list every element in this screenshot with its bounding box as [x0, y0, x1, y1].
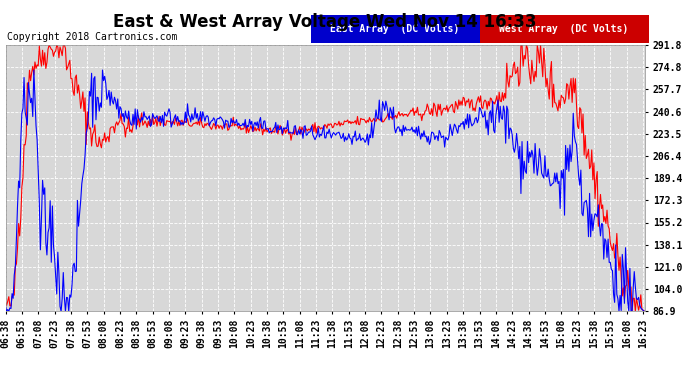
Text: West Array  (DC Volts): West Array (DC Volts): [500, 24, 629, 34]
Bar: [310, 15, 480, 43]
Text: East Array  (DC Volts): East Array (DC Volts): [331, 24, 460, 34]
Bar: [480, 15, 649, 43]
Text: Copyright 2018 Cartronics.com: Copyright 2018 Cartronics.com: [7, 32, 177, 42]
Text: East & West Array Voltage Wed Nov 14 16:33: East & West Array Voltage Wed Nov 14 16:…: [112, 13, 536, 31]
